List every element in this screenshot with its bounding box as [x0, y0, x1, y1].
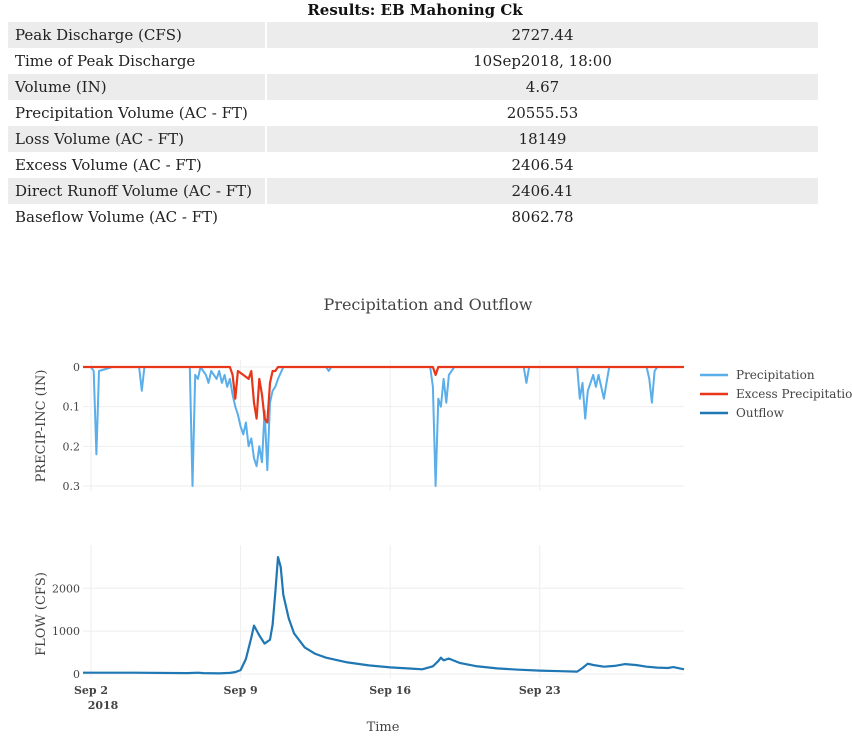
table-row: Time of Peak Discharge 10Sep2018, 18:00	[8, 48, 818, 74]
row-value: 4.67	[267, 74, 818, 100]
row-label: Precipitation Volume (AC - FT)	[8, 100, 267, 126]
precip-y-tick-labels: 0 0.1 0.2 0.3	[63, 361, 81, 493]
row-value: 2727.44	[267, 22, 818, 48]
flow-y-axis-label: FLOW (CFS)	[34, 572, 49, 656]
excess-precipitation-series-line	[83, 365, 684, 424]
chart-title: Precipitation and Outflow	[324, 295, 533, 314]
precip-y-tick-label: 0.3	[63, 480, 81, 493]
results-table: Peak Discharge (CFS) 2727.44 Time of Peak…	[8, 22, 818, 230]
precip-y-tick-label: 0	[73, 361, 80, 374]
legend-label-excess-precipitation: Excess Precipitation	[736, 387, 852, 401]
flow-y-tick-labels: 0 1000 2000	[52, 582, 80, 681]
x-tick-label: Sep 23	[519, 684, 561, 697]
row-label: Baseflow Volume (AC - FT)	[8, 204, 267, 230]
x-tick-year: 2018	[88, 699, 119, 712]
precip-y-tick-label: 0.2	[63, 440, 81, 453]
legend-label-precipitation: Precipitation	[736, 368, 815, 382]
x-tick-label: Sep 9	[224, 684, 258, 697]
chart-series	[83, 365, 685, 675]
row-label: Time of Peak Discharge	[8, 48, 267, 74]
row-value: 8062.78	[511, 208, 574, 226]
row-value: 10Sep2018, 18:00	[473, 52, 612, 70]
row-value: 18149	[267, 126, 818, 152]
flow-y-tick-label: 2000	[52, 582, 80, 595]
precipitation-series-line	[90, 366, 684, 487]
x-tick-label: Sep 16	[369, 684, 411, 697]
row-value: 2406.54	[511, 156, 574, 174]
row-value: 20555.53	[506, 104, 579, 122]
row-value: 2406.41	[267, 178, 818, 204]
legend-label-outflow: Outflow	[736, 406, 785, 420]
flow-y-tick-label: 0	[73, 668, 80, 681]
row-label: Volume (IN)	[8, 74, 267, 100]
x-axis-label: Time	[367, 720, 400, 735]
table-row: Peak Discharge (CFS) 2727.44	[8, 22, 818, 48]
outflow-series-line	[83, 556, 685, 675]
precip-y-axis-label: PRECIP-INC (IN)	[34, 370, 49, 483]
table-row: Precipitation Volume (AC - FT) 20555.53	[8, 100, 818, 126]
row-label: Loss Volume (AC - FT)	[8, 126, 267, 152]
table-row: Baseflow Volume (AC - FT) 8062.78	[8, 204, 818, 230]
x-tick-labels: Sep 2 Sep 9 Sep 16 Sep 23	[74, 684, 561, 697]
flow-y-tick-label: 1000	[52, 625, 80, 638]
row-label: Excess Volume (AC - FT)	[8, 152, 267, 178]
table-row: Excess Volume (AC - FT) 2406.54	[8, 152, 818, 178]
precip-y-tick-label: 0.1	[63, 401, 81, 414]
flow-gridlines	[83, 545, 684, 678]
table-row: Volume (IN) 4.67	[8, 74, 818, 100]
row-label: Peak Discharge (CFS)	[8, 22, 267, 48]
results-title: Results: EB Mahoning Ck	[307, 1, 523, 19]
table-row: Loss Volume (AC - FT) 18149	[8, 126, 818, 152]
chart-legend: Precipitation Excess Precipitation Outfl…	[700, 368, 852, 420]
x-tick-label: Sep 2	[74, 684, 108, 697]
row-label: Direct Runoff Volume (AC - FT)	[8, 178, 267, 204]
table-row: Direct Runoff Volume (AC - FT) 2406.41	[8, 178, 818, 204]
